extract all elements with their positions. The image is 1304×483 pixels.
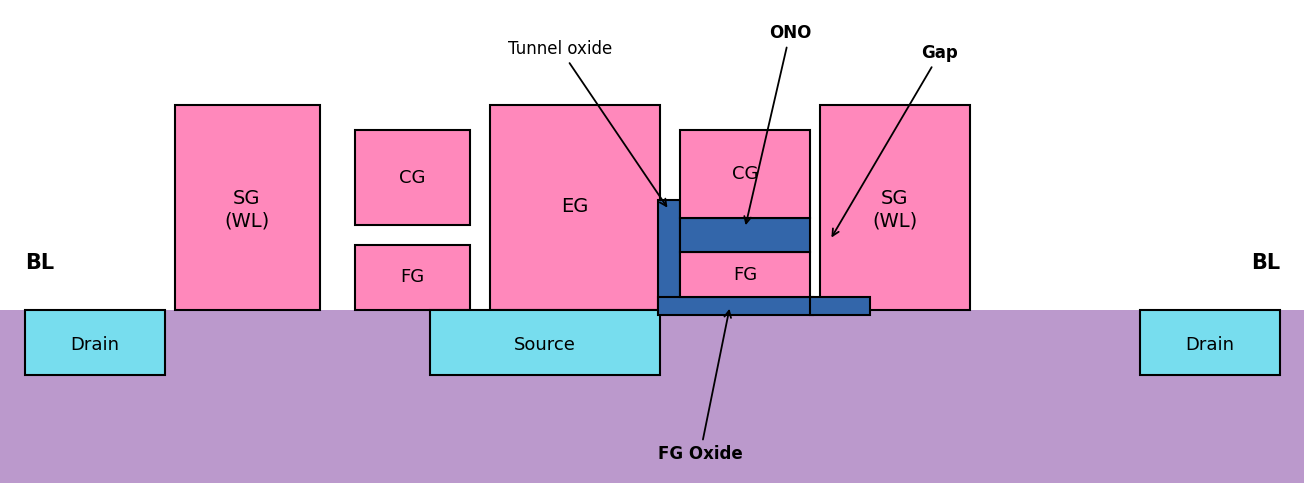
- Text: SG
(WL): SG (WL): [872, 189, 918, 230]
- Text: CG: CG: [399, 169, 425, 187]
- Text: EG: EG: [561, 198, 588, 216]
- Bar: [1140, 310, 1281, 375]
- Text: FG: FG: [733, 266, 758, 284]
- Bar: [659, 297, 812, 315]
- Bar: [355, 245, 469, 310]
- Bar: [820, 105, 970, 310]
- Text: Tunnel oxide: Tunnel oxide: [507, 40, 666, 206]
- Bar: [679, 218, 810, 252]
- Bar: [175, 105, 319, 310]
- Text: Drain: Drain: [70, 336, 120, 354]
- Bar: [490, 105, 660, 310]
- Text: SG
(WL): SG (WL): [224, 189, 270, 230]
- Text: Gap: Gap: [832, 44, 958, 236]
- Bar: [0, 310, 1304, 483]
- Bar: [25, 310, 166, 375]
- Bar: [679, 130, 810, 218]
- Bar: [430, 310, 660, 375]
- Text: BL: BL: [25, 253, 55, 273]
- Text: Source: Source: [514, 336, 576, 354]
- Bar: [659, 200, 679, 310]
- Text: FG Oxide: FG Oxide: [657, 311, 742, 463]
- Text: Drain: Drain: [1185, 336, 1235, 354]
- Bar: [679, 252, 810, 297]
- Text: BL: BL: [1251, 253, 1281, 273]
- Bar: [355, 130, 469, 225]
- Text: FG: FG: [400, 268, 424, 286]
- Text: CG: CG: [732, 165, 758, 183]
- Bar: [810, 297, 870, 315]
- Text: ONO: ONO: [745, 24, 811, 223]
